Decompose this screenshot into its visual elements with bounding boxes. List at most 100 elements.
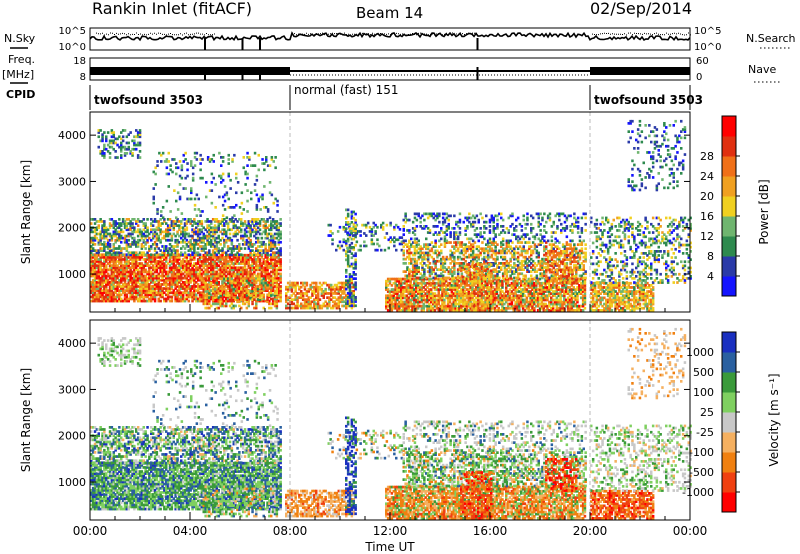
power-cell xyxy=(121,270,125,274)
power-cell xyxy=(120,262,123,265)
power-cell xyxy=(260,287,264,290)
power-cell xyxy=(105,297,108,301)
power-cell xyxy=(191,256,194,259)
power-cell xyxy=(101,247,104,250)
power-cell xyxy=(228,264,232,267)
power-cell xyxy=(178,160,182,163)
power-cell xyxy=(101,268,104,272)
power-cell xyxy=(193,295,196,299)
power-cell xyxy=(127,260,130,263)
power-cell xyxy=(106,256,110,259)
power-cell xyxy=(146,291,149,295)
power-cell xyxy=(225,258,228,261)
power-cell xyxy=(174,256,177,259)
power-cell xyxy=(241,256,245,259)
power-cell xyxy=(170,256,174,259)
power-cell xyxy=(241,270,245,274)
power-cell xyxy=(260,266,264,270)
power-cell xyxy=(253,270,256,274)
power-cell xyxy=(215,289,219,292)
power-cell xyxy=(105,266,108,270)
power-cell xyxy=(243,289,247,292)
power-cell xyxy=(277,299,280,303)
power-cell xyxy=(123,264,127,267)
power-cell xyxy=(103,230,106,234)
power-cell xyxy=(223,285,226,288)
power-cell xyxy=(264,266,267,270)
power-cell xyxy=(114,270,117,274)
power-cell xyxy=(91,295,95,299)
power-cell xyxy=(180,295,183,299)
power-cell xyxy=(202,264,205,267)
power-cell xyxy=(166,297,170,301)
power-cell xyxy=(170,278,174,282)
power-cell xyxy=(101,293,104,297)
power-cell xyxy=(99,281,102,284)
power-cell xyxy=(93,243,97,246)
freq-tick-high: 18 xyxy=(73,56,86,67)
power-cell xyxy=(258,228,262,232)
power-cell xyxy=(95,258,99,261)
power-cell xyxy=(142,258,145,261)
power-cell xyxy=(271,270,275,274)
power-cell xyxy=(123,283,127,286)
power-cell xyxy=(198,291,202,295)
power-cell xyxy=(183,289,187,292)
power-cell xyxy=(204,258,207,261)
power-cell xyxy=(186,168,189,172)
power-cell xyxy=(103,232,106,236)
power-cell xyxy=(97,145,100,149)
power-cell xyxy=(97,258,100,261)
power-cell xyxy=(230,287,234,290)
power-cell xyxy=(157,266,160,270)
power-cell xyxy=(135,264,138,267)
power-cell xyxy=(185,268,189,272)
power-cell xyxy=(198,270,202,274)
power-cell xyxy=(354,273,357,276)
power-cell xyxy=(163,299,166,303)
power-cell xyxy=(144,268,147,272)
power-cell xyxy=(223,293,226,297)
power-cell xyxy=(131,276,134,280)
power-cell xyxy=(176,285,179,288)
power-cell xyxy=(331,232,334,235)
power-cell xyxy=(131,266,134,270)
power-cell xyxy=(279,295,282,299)
power-cell xyxy=(268,274,271,278)
power-cell xyxy=(105,299,108,303)
power-cell xyxy=(99,266,102,270)
power-cell xyxy=(240,201,244,205)
power-cell xyxy=(90,240,93,244)
power-cell xyxy=(210,189,214,192)
power-cell xyxy=(110,266,114,270)
power-cell xyxy=(255,264,258,267)
power-cell xyxy=(223,185,227,188)
power-cell xyxy=(240,212,244,215)
power-cell xyxy=(136,293,140,297)
power-cell xyxy=(246,189,249,192)
power-cell xyxy=(255,289,258,292)
power-cell xyxy=(116,283,119,286)
power-cell xyxy=(277,283,280,286)
power-cell xyxy=(159,285,162,288)
power-cell xyxy=(105,226,108,230)
power-cell xyxy=(240,260,243,263)
power-cell xyxy=(238,258,241,261)
power-cell xyxy=(185,262,189,265)
power-cell xyxy=(221,262,224,265)
power-cell xyxy=(206,272,209,276)
power-cell xyxy=(155,260,159,263)
power-cell xyxy=(266,208,270,211)
power-cell xyxy=(129,270,132,274)
power-cell xyxy=(247,258,250,261)
power-cell xyxy=(242,166,245,170)
power-cell xyxy=(118,299,121,303)
power-cell xyxy=(151,281,155,284)
power-cell xyxy=(120,297,123,301)
power-cell xyxy=(260,262,264,265)
power-cell xyxy=(176,289,179,292)
power-cell xyxy=(206,291,209,295)
power-cell xyxy=(103,289,106,292)
power-cell xyxy=(241,260,245,263)
power-cell xyxy=(180,287,183,290)
